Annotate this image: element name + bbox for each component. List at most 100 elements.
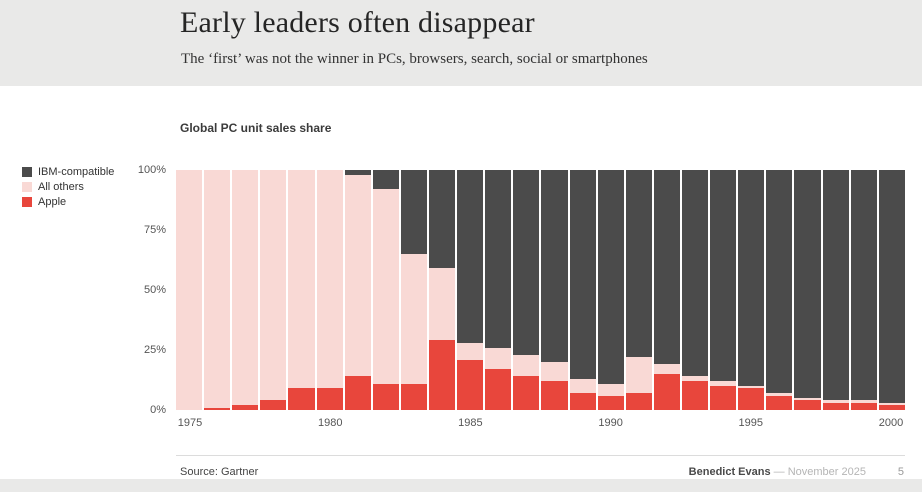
segment-ibm-compatible — [625, 170, 652, 358]
segment-all-others — [681, 376, 709, 382]
footer-dash: — — [773, 466, 785, 478]
segment-apple — [850, 402, 877, 410]
bar-1979 — [288, 170, 315, 410]
segment-all-others — [513, 354, 540, 377]
segment-all-others — [541, 362, 568, 382]
page-number: 5 — [897, 466, 904, 478]
x-tick-label: 1985 — [458, 417, 483, 429]
segment-ibm-compatible — [653, 170, 680, 365]
legend-label: All others — [38, 181, 84, 193]
segment-ibm-compatible — [822, 170, 849, 401]
bar-2000 — [878, 170, 905, 410]
segment-ibm-compatible — [766, 170, 793, 394]
legend-label: IBM-compatible — [38, 166, 115, 178]
segment-all-others — [625, 357, 652, 394]
x-tick-label: 1990 — [598, 417, 623, 429]
chart-legend: IBM-compatible All others Apple — [22, 166, 114, 211]
segment-apple — [569, 393, 596, 410]
segment-all-others — [794, 398, 821, 401]
y-tick-label: 75% — [143, 224, 166, 236]
bar-1988 — [541, 170, 568, 410]
segment-all-others — [344, 174, 371, 377]
segment-ibm-compatible — [597, 170, 624, 384]
segment-all-others — [822, 400, 849, 403]
footer-date: November 2025 — [787, 466, 866, 478]
bar-1989 — [569, 170, 596, 410]
bar-1978 — [260, 170, 287, 410]
slide-title: Early leaders often disappear — [180, 6, 535, 39]
author-name: Benedict Evans — [688, 466, 771, 478]
slide-subtitle: The ‘first’ was not the winner in PCs, b… — [181, 51, 648, 67]
segment-apple — [344, 376, 371, 410]
slide-header: Early leaders often disappear The ‘first… — [0, 0, 922, 86]
segment-ibm-compatible — [541, 170, 568, 363]
segment-ibm-compatible — [738, 170, 765, 387]
segment-all-others — [400, 254, 427, 384]
segment-apple — [372, 383, 399, 410]
x-tick-label: 1980 — [317, 417, 343, 429]
segment-ibm-compatible — [878, 170, 905, 403]
y-tick-label: 50% — [143, 284, 166, 296]
segment-ibm-compatible — [794, 170, 821, 399]
legend-swatch — [22, 167, 32, 177]
bar-1981 — [344, 170, 371, 410]
x-tick-label: 2000 — [878, 417, 904, 429]
bar-1993 — [681, 170, 709, 410]
bar-1997 — [794, 170, 821, 410]
segment-apple — [260, 400, 287, 410]
segment-all-others — [288, 170, 315, 389]
y-tick-label: 25% — [143, 344, 166, 356]
bar-1983 — [400, 170, 427, 410]
segment-apple — [878, 405, 905, 410]
segment-ibm-compatible — [850, 170, 877, 401]
segment-apple — [288, 388, 315, 410]
legend-item: All others — [22, 181, 114, 193]
bar-1990 — [597, 170, 624, 410]
segment-all-others — [485, 347, 512, 370]
segment-all-others — [232, 170, 259, 406]
segment-ibm-compatible — [710, 170, 737, 382]
segment-apple — [597, 395, 624, 410]
legend-label: Apple — [38, 196, 67, 208]
bar-1991 — [625, 170, 652, 410]
segment-ibm-compatible — [485, 170, 512, 348]
segment-ibm-compatible — [681, 170, 709, 377]
segment-ibm-compatible — [457, 170, 484, 343]
segment-apple — [625, 393, 652, 410]
segment-apple — [710, 386, 737, 410]
chart-title: Global PC unit sales share — [180, 121, 332, 135]
segment-apple — [232, 405, 259, 410]
segment-apple — [513, 376, 540, 410]
bar-1999 — [850, 170, 877, 410]
bar-1986 — [485, 170, 512, 410]
footer-credit: Benedict Evans — November 2025 — [689, 466, 866, 478]
segment-ibm-compatible — [372, 170, 399, 190]
y-tick-label: 0% — [150, 404, 166, 416]
segment-all-others — [204, 170, 231, 408]
bar-1980 — [316, 170, 343, 410]
segment-apple — [428, 340, 456, 410]
bar-1976 — [204, 170, 231, 410]
segment-apple — [316, 388, 343, 410]
segment-all-others — [878, 402, 905, 406]
segment-apple — [681, 381, 709, 410]
segment-ibm-compatible — [428, 170, 456, 269]
y-tick-label: 100% — [137, 164, 166, 176]
x-tick-label: 1975 — [177, 417, 203, 429]
segment-ibm-compatible — [569, 170, 596, 379]
segment-all-others — [316, 170, 343, 389]
segment-all-others — [457, 342, 484, 360]
segment-apple — [485, 369, 512, 410]
bar-1994 — [710, 170, 737, 410]
segment-apple — [541, 381, 568, 410]
legend-swatch — [22, 197, 32, 207]
segment-all-others — [766, 393, 793, 396]
x-tick-label: 1995 — [738, 417, 764, 429]
segment-all-others — [850, 400, 877, 403]
segment-all-others — [738, 386, 765, 389]
segment-apple — [204, 407, 231, 410]
bar-1985 — [457, 170, 484, 410]
segment-all-others — [653, 364, 680, 374]
segment-apple — [400, 383, 427, 410]
